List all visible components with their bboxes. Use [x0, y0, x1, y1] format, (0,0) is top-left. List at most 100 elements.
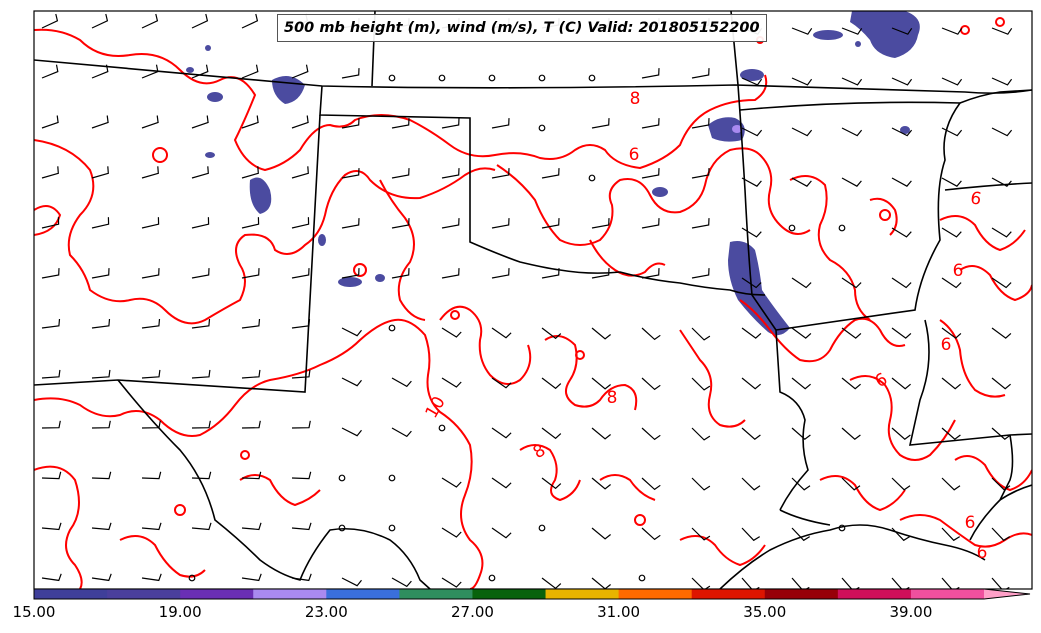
wind-barb: [991, 277, 1012, 289]
wind-barb: [341, 168, 360, 179]
wind-barb: [191, 522, 212, 531]
wind-barb: [641, 427, 661, 441]
calm-wind-marker: [388, 524, 396, 532]
wind-barb: [841, 477, 861, 491]
wind-barb: [291, 471, 312, 480]
wind-barb: [541, 477, 562, 490]
wind-barb: [241, 522, 262, 531]
wind-barb: [391, 577, 412, 588]
calm-wind-marker: [338, 524, 346, 532]
contour-label: 8: [607, 388, 618, 408]
wind-barb: [291, 522, 312, 531]
wind-barb: [341, 268, 360, 279]
wind-barb: [741, 177, 762, 187]
wind-barb: [741, 77, 763, 86]
wind-barb: [741, 327, 762, 339]
contour-label: 8: [630, 89, 641, 109]
wind-barb: [41, 420, 61, 429]
wind-barb: [841, 327, 862, 339]
wind-barb: [91, 573, 112, 582]
wind-barb: [391, 118, 410, 129]
colorbar-segment: [764, 589, 839, 599]
colorbar-tick-label: 31.00: [597, 603, 641, 621]
wind-barb: [41, 217, 60, 229]
contour-label: 6: [977, 543, 988, 563]
colorbar-tick-label: 23.00: [304, 603, 348, 621]
wind-barb: [341, 377, 362, 387]
calm-wind-marker: [538, 124, 546, 132]
wind-barb: [341, 68, 360, 79]
wind-barb: [991, 27, 1013, 35]
wind-barb: [341, 427, 362, 437]
wind-barb: [941, 177, 962, 187]
wind-barb: [591, 477, 611, 490]
wind-barb: [691, 477, 711, 491]
wind-barb: [41, 115, 59, 129]
wind-barb: [941, 277, 962, 289]
contour-label: 6: [941, 335, 952, 355]
wind-barb: [441, 218, 460, 229]
wind-barb: [191, 115, 209, 129]
wind-barb: [291, 115, 309, 129]
wind-barb: [441, 118, 460, 129]
wind-barb: [291, 369, 311, 379]
wind-barb: [791, 277, 812, 289]
wind-barb: [641, 218, 660, 229]
colorbar-tick-label: 27.00: [450, 603, 494, 621]
wind-barb: [91, 217, 110, 229]
wind-barb: [491, 427, 512, 439]
wind-barb: [891, 527, 911, 542]
calm-wind-marker: [838, 524, 846, 532]
wind-barb: [141, 471, 162, 480]
calm-wind-marker: [488, 74, 496, 82]
wind-barb: [591, 118, 610, 129]
wind-barb: [91, 268, 110, 279]
colorbar-segment: [691, 589, 766, 599]
wind-barb: [641, 68, 660, 79]
wind-barb: [41, 13, 59, 29]
wind-barb: [691, 168, 710, 179]
colorbar-segment: [472, 589, 547, 599]
wind-barb: [491, 118, 510, 129]
wind-barb: [391, 218, 410, 229]
wind-barb: [891, 27, 913, 35]
wind-barb: [691, 118, 710, 129]
wind-barb: [241, 318, 261, 329]
wind-barb: [91, 369, 111, 379]
wind-barb: [741, 227, 762, 238]
wind-barb: [441, 168, 460, 179]
wind-barb: [191, 64, 209, 79]
wind-barb: [941, 377, 961, 390]
wind-barb: [491, 268, 510, 279]
colorbar-tick-label: 19.00: [158, 603, 202, 621]
wind-barb: [891, 177, 912, 187]
colorbar-segment: [545, 589, 620, 599]
wind-barb: [791, 27, 813, 35]
wind-barb: [641, 477, 661, 491]
wind-barb: [191, 13, 209, 29]
wind-barb: [241, 573, 262, 582]
wind-barb: [741, 127, 763, 137]
calm-wind-marker: [188, 574, 196, 582]
wind-barb: [841, 177, 862, 187]
wind-barb: [541, 577, 562, 589]
wind-barb: [341, 118, 360, 129]
wind-barb: [141, 318, 161, 329]
wind-barb: [441, 327, 462, 338]
wind-barb: [991, 177, 1012, 187]
wind-barb: [391, 268, 410, 279]
wind-barb: [691, 218, 710, 229]
wind-barb: [341, 327, 362, 337]
wind-barb: [41, 268, 60, 279]
wind-barb: [941, 127, 963, 137]
calm-wind-marker: [388, 324, 396, 332]
calm-wind-marker: [538, 524, 546, 532]
calm-wind-marker: [388, 474, 396, 482]
wind-barb: [591, 427, 611, 440]
wind-barb: [441, 577, 462, 588]
wind-barb: [891, 77, 913, 86]
wind-barb: [191, 420, 211, 429]
wind-barb: [891, 427, 911, 440]
wind-barb: [691, 377, 711, 391]
